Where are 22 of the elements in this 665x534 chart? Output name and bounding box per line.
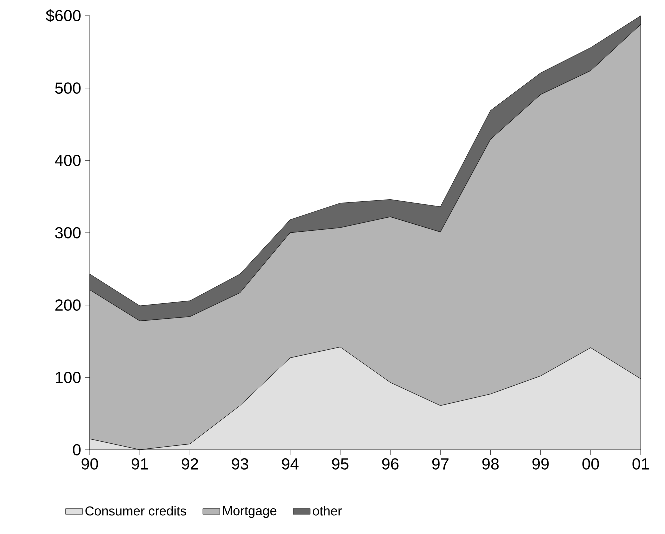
y-tick-label: 200 — [56, 300, 81, 311]
x-tick-label: 00 — [582, 458, 600, 470]
x-tick-label: 90 — [82, 458, 98, 470]
x-tick-label: 01 — [632, 458, 650, 470]
y-tick-label: 500 — [55, 82, 81, 94]
x-tick-label: 94 — [282, 458, 299, 470]
legend-label: Mortgage — [223, 506, 277, 518]
x-tick-label: 99 — [532, 458, 549, 470]
y-tick-label: $600 — [46, 10, 81, 22]
x-tick-label: 91 — [132, 458, 148, 470]
x-tick-label: 95 — [332, 458, 349, 470]
x-tick-label: 98 — [482, 458, 499, 470]
y-tick-label: 0 — [73, 444, 81, 456]
y-tick-label: 400 — [55, 155, 81, 166]
legend-label: other — [313, 506, 342, 516]
x-tick-label: 93 — [232, 458, 248, 470]
x-tick-label: 92 — [182, 458, 198, 470]
legend-label: Consumer credits — [86, 506, 186, 516]
x-tick-label: 96 — [382, 458, 399, 470]
y-tick-label: 300 — [55, 227, 81, 239]
x-tick-label: 97 — [432, 458, 449, 470]
y-tick-label: 100 — [56, 372, 81, 384]
